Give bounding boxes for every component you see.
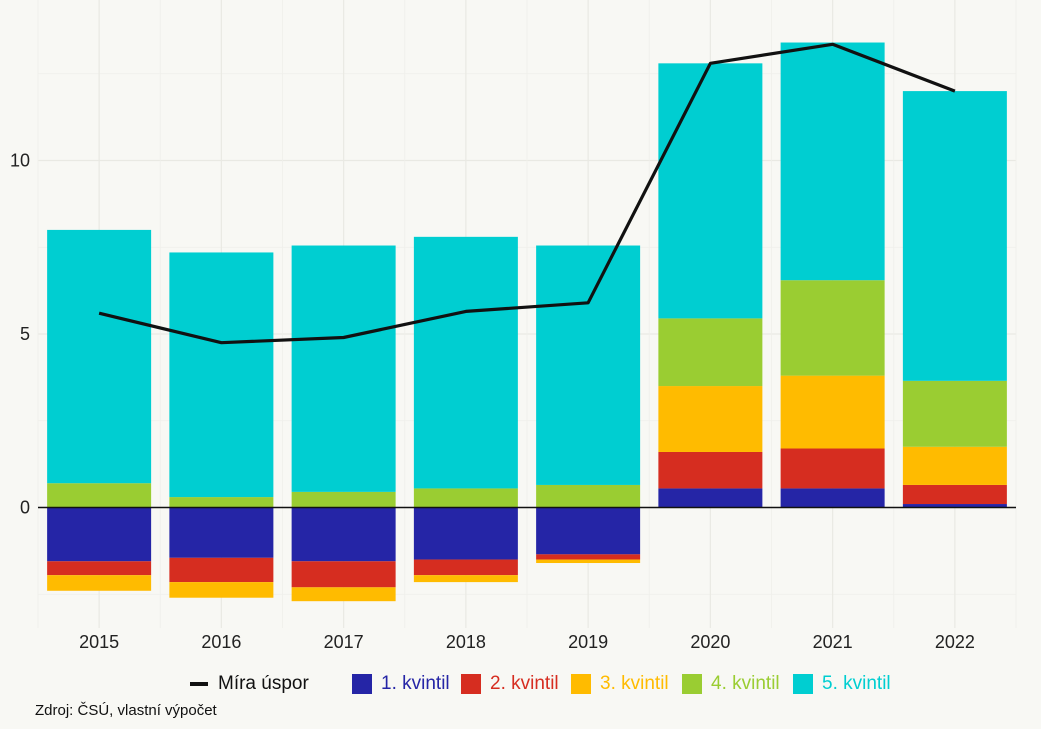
legend-swatch-q5: [793, 674, 813, 694]
y-tick-label: 0: [20, 498, 30, 518]
bar-2015-q2: [47, 561, 152, 576]
bar-2017-q3: [291, 587, 396, 602]
bar-2020-q2: [658, 451, 763, 489]
x-tick-label: 2017: [324, 632, 364, 652]
bar-2018-q2: [413, 559, 518, 576]
legend-label-q1: 1. kvintil: [381, 673, 450, 694]
bar-2016-q3: [169, 582, 274, 598]
bar-2021-q1: [780, 488, 885, 508]
bar-2020-q3: [658, 386, 763, 452]
legend-swatch-q4: [682, 674, 702, 694]
bar-2022-q5: [902, 91, 1007, 381]
bar-2019-q1: [536, 507, 641, 555]
bar-2020-q5: [658, 63, 763, 319]
legend-item-q2: 2. kvintil: [461, 670, 559, 698]
legend-label-line: Míra úspor: [218, 673, 309, 694]
x-tick-label: 2020: [690, 632, 730, 652]
bar-2021-q5: [780, 42, 885, 281]
bar-2015-q5: [47, 229, 152, 484]
bar-2018-q3: [413, 575, 518, 583]
bar-2017-q1: [291, 507, 396, 562]
x-tick-label: 2021: [813, 632, 853, 652]
bar-2016-q1: [169, 507, 274, 558]
bar-2021-q4: [780, 280, 885, 376]
legend-item-q5: 5. kvintil: [793, 670, 891, 698]
y-tick-label: 10: [10, 151, 30, 171]
legend-swatch-q3: [571, 674, 591, 694]
legend-line-marker: [190, 682, 208, 686]
bar-2016-q2: [169, 557, 274, 583]
bar-2017-q2: [291, 561, 396, 588]
y-tick-label: 5: [20, 324, 30, 344]
bar-2021-q2: [780, 448, 885, 489]
bar-2016-q4: [169, 497, 274, 508]
bar-2019-q5: [536, 245, 641, 485]
legend-item-line: Míra úspor: [190, 670, 309, 698]
bar-2017-q4: [291, 491, 396, 508]
legend-label-q2: 2. kvintil: [490, 673, 559, 694]
bar-2019-q4: [536, 484, 641, 508]
legend-swatch-q1: [352, 674, 372, 694]
bar-2018-q1: [413, 507, 518, 560]
bars: [47, 42, 1007, 602]
bar-2021-q3: [780, 375, 885, 449]
x-tick-label: 2016: [201, 632, 241, 652]
bar-2022-q3: [902, 446, 1007, 485]
bar-2019-q2: [536, 554, 641, 560]
bar-2020-q1: [658, 488, 763, 508]
legend-label-q4: 4. kvintil: [711, 673, 780, 694]
legend-item-q4: 4. kvintil: [682, 670, 780, 698]
bar-2017-q5: [291, 245, 396, 492]
legend: Míra úspor 1. kvintil 2. kvintil 3. kvin…: [0, 670, 1041, 698]
x-tick-label: 2018: [446, 632, 486, 652]
bar-2022-q1: [902, 504, 1007, 508]
x-tick-label: 2019: [568, 632, 608, 652]
bar-2015-q1: [47, 507, 152, 562]
savings-rate-line: [98, 42, 956, 345]
legend-item-q1: 1. kvintil: [352, 670, 450, 698]
bar-2022-q4: [902, 380, 1007, 447]
legend-label-q5: 5. kvintil: [822, 673, 891, 694]
bar-2018-q4: [413, 488, 518, 508]
legend-swatch-q2: [461, 674, 481, 694]
bar-2016-q5: [169, 252, 274, 498]
bar-2020-q4: [658, 318, 763, 387]
legend-item-q3: 3. kvintil: [571, 670, 669, 698]
x-tick-label: 2022: [935, 632, 975, 652]
x-tick-label: 2015: [79, 632, 119, 652]
bar-2015-q4: [47, 483, 152, 508]
y-axis: 0 5 10: [10, 151, 30, 518]
bar-2015-q3: [47, 575, 152, 591]
x-axis: 2015 2016 2017 2018 2019 2020 2021 2022: [79, 632, 975, 652]
bar-2022-q2: [902, 484, 1007, 505]
bar-2019-q3: [536, 559, 641, 564]
legend-label-q3: 3. kvintil: [600, 673, 669, 694]
bar-2018-q5: [413, 236, 518, 489]
source-note: Zdroj: ČSÚ, vlastní výpočet: [35, 702, 217, 719]
line-savings-rate: [98, 42, 956, 345]
